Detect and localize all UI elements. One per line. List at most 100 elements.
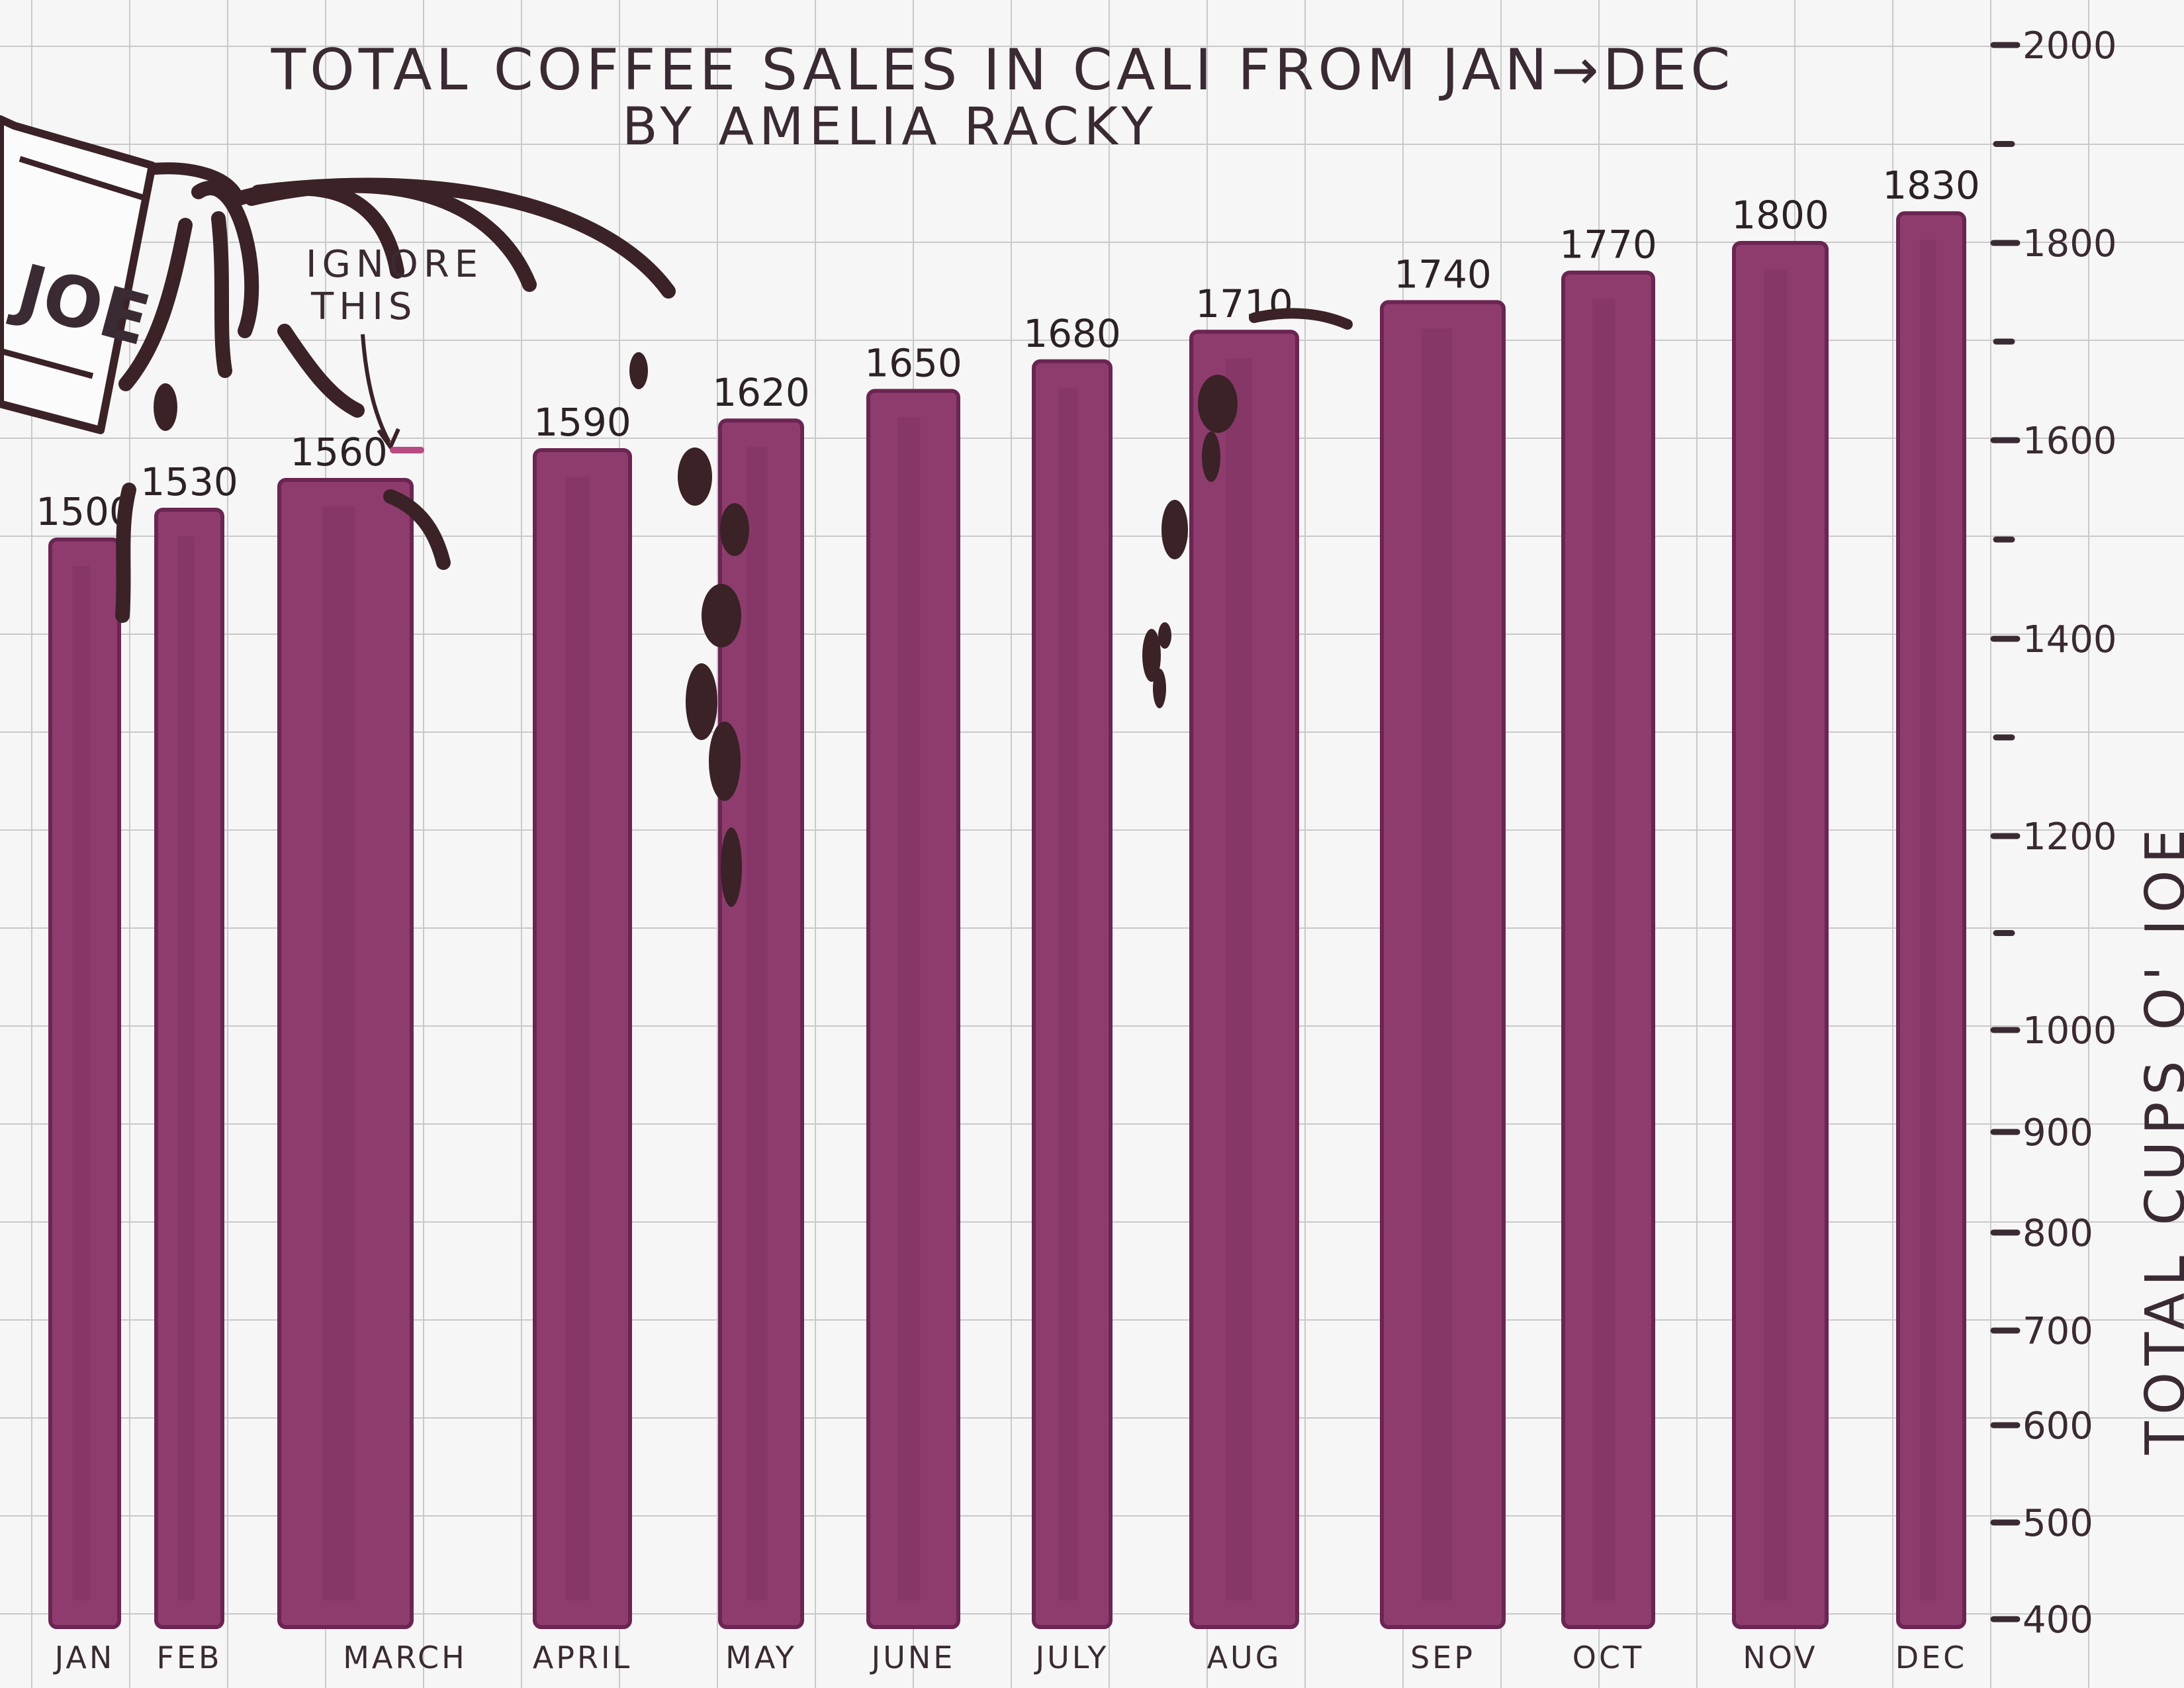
bar-marker-streak [1226,358,1252,1601]
bar-may: 1620 [712,370,810,1630]
bar-marker-streak [72,566,90,1601]
x-tick-label: FEB [156,1640,222,1675]
coffee-drop [709,722,741,801]
ignore-note-line1: IGNORE [306,243,483,286]
x-tick-label: MARCH [343,1640,467,1675]
y-tick-label: 1600 [2023,420,2117,463]
coffee-drop [1161,500,1188,559]
ignore-note-line2: THIS [310,285,417,328]
coffee-drop [1198,375,1238,433]
chart-subtitle: BY AMELIA RACKY [622,97,1158,157]
coffee-drop [1153,669,1166,708]
x-tick-label: SEP [1410,1640,1475,1675]
x-tick-label: JULY [1034,1640,1109,1675]
bar [718,418,804,1630]
bar-value-label: 1740 [1394,252,1492,297]
bar [1380,300,1506,1629]
bar-value-label: 1800 [1731,193,1829,238]
bar-marker-streak [322,506,355,1601]
bar-dec: 1830 [1882,163,1980,1630]
y-tick-label: 1400 [2023,618,2117,661]
bar-marker-streak [1421,328,1452,1601]
y-tick-label: 500 [2023,1502,2093,1545]
bar-value-label: 1830 [1882,163,1980,208]
x-tick-label: NOV [1743,1640,1817,1675]
x-tick-label: MAY [725,1640,797,1675]
y-axis: 400 500 600 700 800 900 1000 1200 1400 1600 1800 20… [1990,24,2117,1642]
chart-title: TOTAL COFFEE SALES IN CALI FROM JAN→DEC [271,37,1735,103]
x-tick-label: JUNE [870,1640,956,1675]
bar-value-label: 1650 [864,341,962,386]
y-tick-label: 800 [2023,1212,2093,1255]
bar-aug: 1710 [1189,281,1299,1630]
bar-value-label: 1620 [712,370,810,415]
y-tick-label: 700 [2023,1310,2093,1353]
bar [1032,359,1113,1629]
coffee-drips [115,177,1353,907]
bar-feb: 1530 [140,459,238,1629]
bar-marker-streak [1058,387,1078,1601]
bar [1189,330,1299,1630]
bar-marker-streak [177,536,195,1601]
bar-marker-streak [747,447,768,1601]
bar-marker-streak [565,477,590,1601]
bar-value-label: 1560 [290,430,388,475]
bar [1896,211,1966,1630]
bar-value-label: 1680 [1023,311,1121,356]
x-tick-label: AUG [1207,1640,1282,1675]
x-tick-label: OCT [1572,1640,1644,1675]
y-tick-label: 600 [2023,1405,2093,1448]
bar-july: 1680 [1023,311,1121,1629]
y-tick-label: 1200 [2023,816,2117,859]
coffee-pour-stream [191,181,259,338]
titles: TOTAL COFFEE SALES IN CALI FROM JAN→DEC … [271,37,1735,157]
coffee-pour-stream [118,218,193,391]
ignore-note: IGNORE THIS [306,243,483,453]
coffee-pour-stream [1249,308,1353,330]
bar [277,478,414,1629]
coffee-drop [1142,629,1161,682]
bar-june: 1650 [864,341,962,1629]
bar-march: 1560 [277,430,414,1629]
y-tick-label: 400 [2023,1599,2093,1642]
coffee-drop [1158,622,1171,649]
bar-marker-streak [1592,299,1615,1601]
bar [48,538,121,1629]
bar-jan: 1500 [36,489,134,1629]
bar-oct: 1770 [1559,222,1657,1630]
y-tick-label: 2000 [2023,24,2117,68]
bar-marker-streak [1919,240,1936,1601]
bar [1561,270,1655,1630]
coffee-pour-stream [115,483,136,623]
coffee-drop [154,383,177,431]
y-tick-label: 1000 [2023,1009,2117,1053]
coffee-pour-stream [277,324,365,418]
coffee-pour-stream [251,177,676,299]
y-tick-label: 1800 [2023,222,2117,265]
x-tick-label: JAN [53,1640,115,1675]
bar [154,508,224,1629]
coffee-pour-stream [211,211,232,378]
bar-nov: 1800 [1731,193,1829,1629]
coffee-drop [720,503,749,556]
coffee-drop [721,827,742,907]
y-axis-title: TOTAL CUPS O' JOE [2134,823,2184,1456]
bar-value-label: 1770 [1559,222,1657,267]
bar-april: 1590 [533,400,632,1629]
x-tick-label: APRIL [533,1640,632,1675]
bar [533,448,632,1629]
bar [1732,241,1829,1629]
x-axis-labels: JAN FEB MARCH APRIL MAY JUNE JULY AUG SEP OCT NOV D… [53,1640,1968,1675]
bar-value-label: 1530 [140,459,238,504]
coffee-pour-stream [383,489,451,570]
coffee-drop [629,352,648,389]
y-tick-label: 900 [2023,1111,2093,1154]
bar-value-label: 1590 [533,400,631,445]
x-tick-label: DEC [1895,1640,1968,1675]
bar [866,389,960,1629]
coffee-drop [1202,432,1220,482]
coffee-drop [686,663,717,740]
coffee-cup-drawing: JOE [0,115,244,434]
